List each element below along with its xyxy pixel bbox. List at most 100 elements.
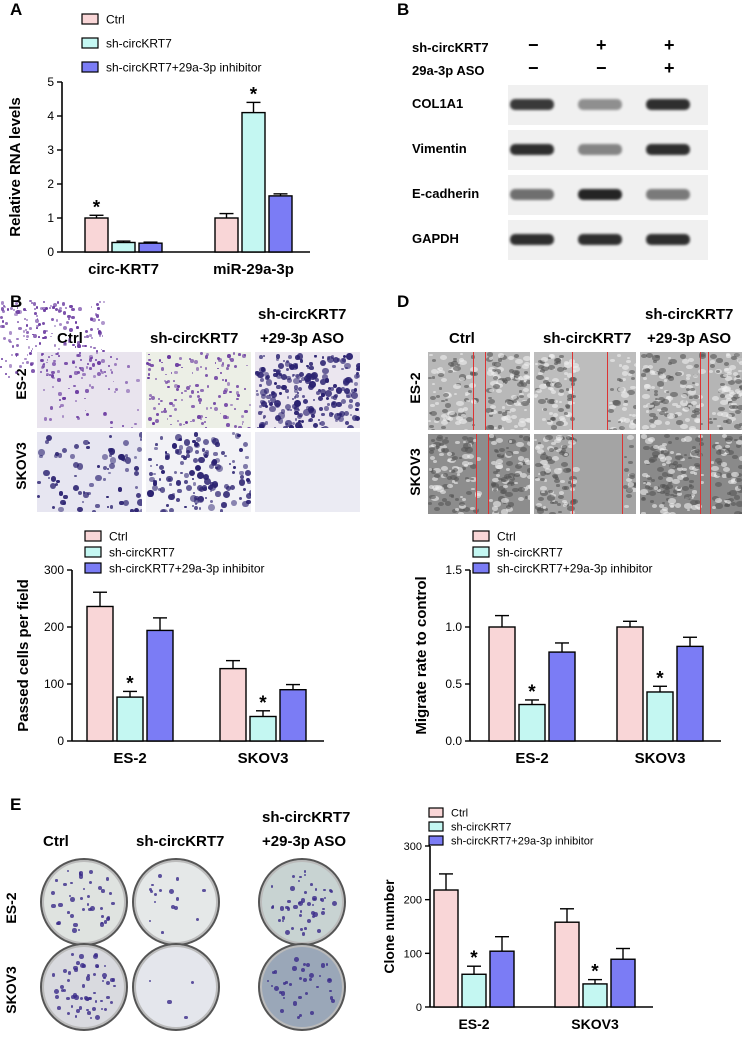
cell-dot bbox=[221, 378, 225, 382]
cell-dot bbox=[652, 444, 660, 450]
cell-dot bbox=[291, 374, 295, 377]
cell-dot bbox=[462, 460, 469, 466]
cell-dot bbox=[455, 507, 460, 511]
cell-dot bbox=[669, 391, 678, 398]
cell-dot bbox=[72, 343, 75, 346]
cell-dot bbox=[710, 353, 718, 359]
cell-dot bbox=[222, 390, 227, 394]
cell-dot bbox=[310, 372, 318, 380]
cell-dot bbox=[67, 315, 71, 319]
cell-dot bbox=[629, 474, 636, 480]
x-category-label-d-0: ES-2 bbox=[515, 750, 548, 767]
blot-sign-1-0: − bbox=[528, 58, 539, 78]
cell-dot bbox=[345, 421, 350, 426]
cell-dot bbox=[42, 322, 46, 326]
cell-dot bbox=[452, 455, 459, 461]
cell-dot bbox=[16, 307, 19, 310]
cell-dot bbox=[259, 355, 263, 360]
cell-dot bbox=[496, 458, 504, 464]
cell-dot bbox=[218, 395, 222, 399]
cell-dot bbox=[199, 388, 204, 393]
colony-dot bbox=[63, 968, 67, 973]
cell-dot bbox=[721, 462, 728, 467]
cell-dot bbox=[462, 498, 467, 502]
cell-dot bbox=[571, 466, 580, 473]
cell-dot bbox=[626, 477, 633, 482]
cell-dot bbox=[446, 419, 451, 423]
cell-dot bbox=[136, 493, 142, 498]
cell-dot bbox=[667, 440, 673, 445]
cell-dot bbox=[154, 377, 157, 380]
cell-dot bbox=[680, 470, 687, 475]
cell-dot bbox=[669, 375, 673, 379]
cell-dot bbox=[238, 479, 246, 486]
cell-dot bbox=[188, 394, 193, 398]
cell-dot bbox=[669, 451, 675, 455]
legend-swatch-b-0 bbox=[84, 530, 102, 542]
cell-dot bbox=[10, 306, 14, 310]
cell-dot bbox=[219, 371, 223, 375]
cell-dot bbox=[652, 355, 660, 361]
cell-dot bbox=[101, 349, 105, 353]
cell-dot bbox=[226, 382, 231, 386]
cell-dot bbox=[672, 494, 677, 498]
cell-dot bbox=[520, 378, 528, 383]
colony-dot bbox=[70, 881, 73, 885]
cell-dot bbox=[179, 438, 183, 442]
cell-dot bbox=[67, 340, 71, 344]
cell-dot bbox=[38, 336, 40, 339]
cell-dot bbox=[317, 388, 322, 392]
cell-dot bbox=[653, 486, 659, 490]
cell-dot bbox=[192, 458, 198, 464]
cell-dot bbox=[508, 476, 512, 479]
cell-dot bbox=[458, 501, 465, 507]
colony-dot bbox=[70, 1005, 74, 1008]
bar-d-1-0 bbox=[616, 626, 644, 742]
bar-d-0-1 bbox=[518, 703, 546, 742]
transwell-image-skov3-sh bbox=[146, 432, 251, 512]
colony-dot bbox=[306, 901, 312, 907]
colony-dot bbox=[148, 887, 152, 891]
cell-dot bbox=[87, 491, 92, 496]
cell-dot bbox=[624, 504, 629, 508]
cell-dot bbox=[717, 448, 721, 451]
cell-dot bbox=[661, 472, 669, 477]
cell-dot bbox=[441, 399, 445, 402]
cell-dot bbox=[488, 414, 493, 417]
cell-dot bbox=[651, 370, 659, 376]
cell-dot bbox=[734, 376, 742, 382]
cell-dot bbox=[348, 399, 353, 404]
cell-dot bbox=[155, 412, 159, 416]
colony-dot bbox=[293, 957, 299, 963]
cell-dot bbox=[25, 331, 29, 335]
cell-dot bbox=[295, 366, 298, 369]
cell-dot bbox=[694, 407, 700, 412]
cell-dot bbox=[464, 477, 469, 480]
cell-dot bbox=[178, 357, 182, 360]
colony-dot bbox=[98, 886, 103, 891]
cell-dot bbox=[517, 456, 525, 461]
cell-dot bbox=[568, 389, 573, 393]
cell-dot bbox=[439, 444, 447, 450]
cell-dot bbox=[527, 468, 530, 473]
cell-dot bbox=[0, 315, 4, 320]
cell-dot bbox=[559, 491, 565, 495]
cell-dot bbox=[554, 468, 563, 474]
cell-dot bbox=[195, 367, 200, 371]
cell-dot bbox=[560, 420, 569, 427]
cell-dot bbox=[344, 362, 351, 369]
cell-dot bbox=[63, 361, 68, 366]
cell-dot bbox=[343, 354, 347, 358]
cell-dot bbox=[14, 353, 18, 357]
cell-dot bbox=[61, 302, 66, 306]
cell-dot bbox=[203, 451, 209, 458]
cell-dot bbox=[625, 488, 633, 494]
cell-dot bbox=[178, 445, 184, 450]
cell-dot bbox=[492, 471, 498, 475]
cell-dot bbox=[344, 387, 351, 394]
cell-dot bbox=[233, 424, 238, 428]
bar-d-1-1 bbox=[646, 691, 674, 742]
cell-dot bbox=[89, 327, 94, 331]
cell-dot bbox=[280, 409, 286, 414]
cell-dot bbox=[50, 335, 52, 338]
